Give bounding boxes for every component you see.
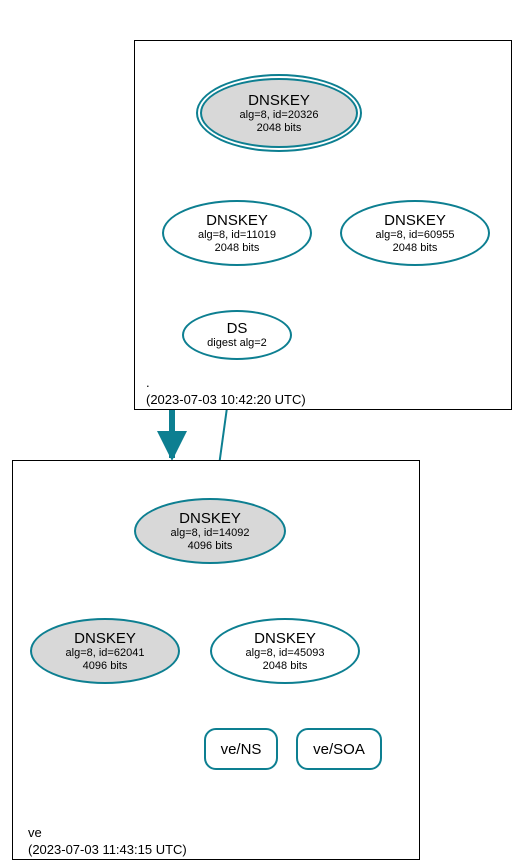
node-line2: alg=8, id=45093 bbox=[246, 647, 325, 660]
node-ve-soa: ve/SOA bbox=[296, 728, 382, 770]
node-root-ksk: DNSKEYalg=8, id=203262048 bits bbox=[200, 78, 358, 148]
node-ve-ns: ve/NS bbox=[204, 728, 278, 770]
node-ve-zsk1: DNSKEYalg=8, id=620414096 bits bbox=[30, 618, 180, 684]
node-line3: 4096 bits bbox=[188, 540, 233, 553]
zone-label-root-zone: .(2023-07-03 10:42:20 UTC) bbox=[146, 375, 306, 409]
node-line2: alg=8, id=62041 bbox=[66, 647, 145, 660]
zone-timestamp: (2023-07-03 11:43:15 UTC) bbox=[28, 842, 187, 859]
node-ve-ksk: DNSKEYalg=8, id=140924096 bits bbox=[134, 498, 286, 564]
node-root-zsk1: DNSKEYalg=8, id=110192048 bits bbox=[162, 200, 312, 266]
node-line3: 2048 bits bbox=[263, 660, 308, 673]
node-title: ve/NS bbox=[221, 741, 262, 758]
node-title: DNSKEY bbox=[179, 510, 241, 527]
zone-name: ve bbox=[28, 825, 187, 842]
node-title: DNSKEY bbox=[206, 212, 268, 229]
node-title: DNSKEY bbox=[384, 212, 446, 229]
node-ve-zsk2: DNSKEYalg=8, id=450932048 bits bbox=[210, 618, 360, 684]
node-title: DS bbox=[227, 320, 248, 337]
zone-name: . bbox=[146, 375, 306, 392]
node-line3: 4096 bits bbox=[83, 660, 128, 673]
node-line2: alg=8, id=14092 bbox=[171, 527, 250, 540]
node-line3: 2048 bits bbox=[215, 242, 260, 255]
node-title: ve/SOA bbox=[313, 741, 365, 758]
node-title: DNSKEY bbox=[74, 630, 136, 647]
node-ds: DSdigest alg=2 bbox=[182, 310, 292, 360]
node-line3: 2048 bits bbox=[257, 122, 302, 135]
zone-label-ve-zone: ve(2023-07-03 11:43:15 UTC) bbox=[28, 825, 187, 859]
node-title: DNSKEY bbox=[254, 630, 316, 647]
node-root-zsk2: DNSKEYalg=8, id=609552048 bits bbox=[340, 200, 490, 266]
node-line2: alg=8, id=11019 bbox=[198, 229, 276, 242]
zone-timestamp: (2023-07-03 10:42:20 UTC) bbox=[146, 392, 306, 409]
node-line3: 2048 bits bbox=[393, 242, 438, 255]
node-line2: alg=8, id=60955 bbox=[376, 229, 455, 242]
node-title: DNSKEY bbox=[248, 92, 310, 109]
node-line2: digest alg=2 bbox=[207, 337, 267, 350]
node-line2: alg=8, id=20326 bbox=[240, 109, 319, 122]
